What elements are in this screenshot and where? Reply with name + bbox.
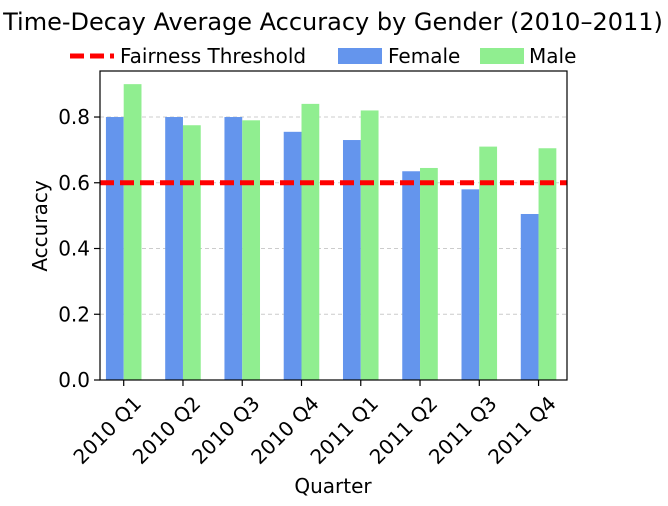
- y-tick-label: 0.6: [58, 171, 90, 195]
- bar-male: [420, 167, 438, 380]
- legend-male-label: Male: [529, 44, 576, 68]
- bar-male: [123, 84, 142, 381]
- bar-male: [538, 148, 557, 380]
- bar-female: [461, 189, 480, 380]
- y-axis: 0.0 0.2 0.4 0.6 0.8: [58, 105, 100, 392]
- bar-male: [360, 110, 379, 380]
- legend-female-label: Female: [388, 44, 460, 68]
- bar-male: [479, 146, 498, 380]
- chart-title: Time-Decay Average Accuracy by Gender (2…: [2, 8, 663, 36]
- x-axis-title: Quarter: [294, 474, 372, 498]
- plot-frame: [99, 70, 568, 381]
- chart-legend: Fairness Threshold Female Male: [70, 44, 576, 68]
- bar-female: [520, 213, 539, 380]
- y-tick-label: 0.8: [58, 105, 90, 129]
- y-tick-label: 0.0: [58, 368, 90, 392]
- legend-male-swatch: [480, 48, 524, 64]
- bar-female: [283, 131, 302, 380]
- y-axis-title: Accuracy: [28, 180, 52, 271]
- bar-male: [242, 120, 261, 381]
- legend-female-swatch: [338, 48, 382, 64]
- bar-female: [105, 117, 124, 381]
- y-tick-label: 0.4: [58, 237, 90, 261]
- bar-female: [402, 171, 421, 380]
- bar-male: [182, 125, 201, 380]
- y-tick-label: 0.2: [58, 302, 90, 326]
- bar-female: [224, 117, 243, 381]
- bar-male: [301, 103, 320, 380]
- legend-threshold-label: Fairness Threshold: [120, 44, 306, 68]
- bar-female: [342, 140, 361, 380]
- bars-group: [105, 84, 557, 381]
- bar-female: [165, 117, 183, 381]
